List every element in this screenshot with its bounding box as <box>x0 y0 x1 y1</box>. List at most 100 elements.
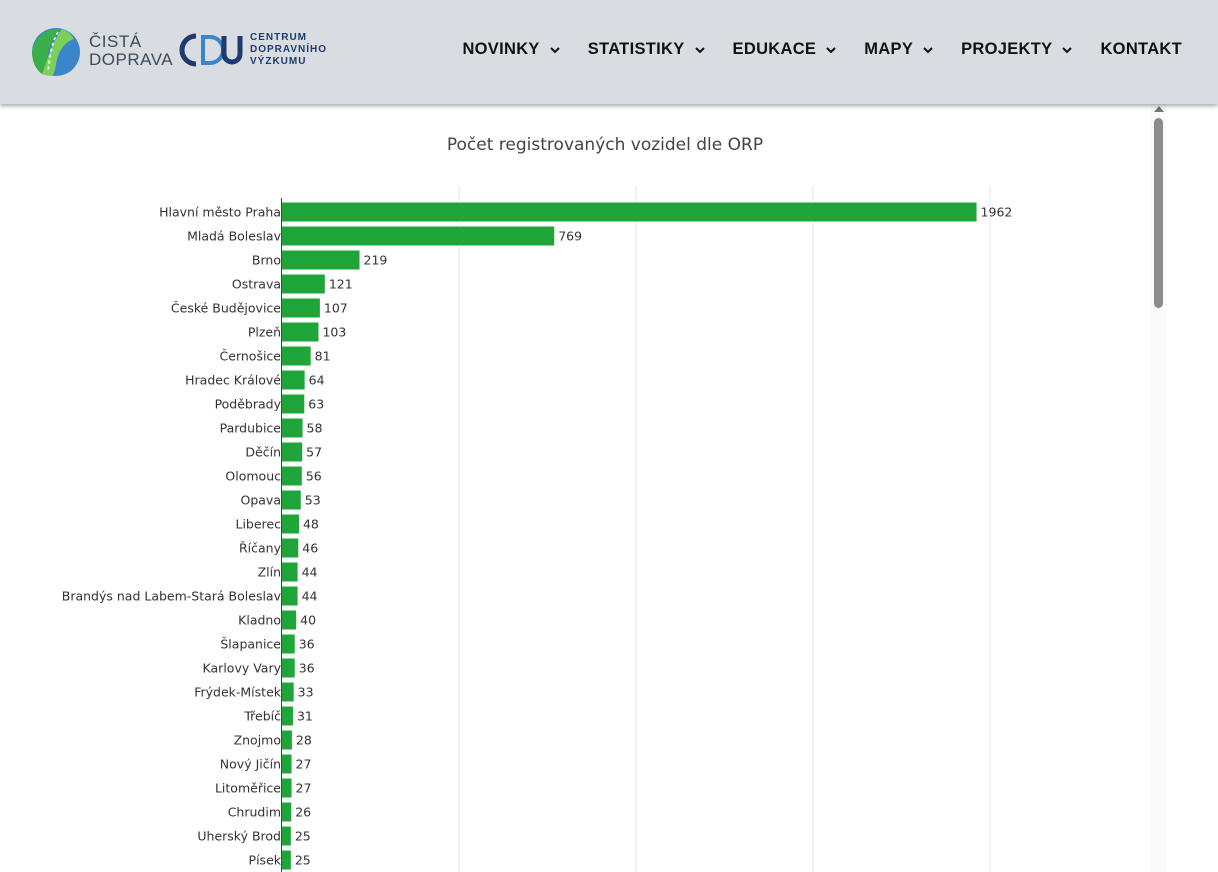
category-label: Olomouc <box>225 469 281 484</box>
bar-chart: Počet registrovaných vozidel dle ORP Hlav… <box>62 135 1012 872</box>
bar <box>282 610 297 630</box>
category-label: Třebíč <box>243 709 281 724</box>
data-label: 27 <box>296 781 312 796</box>
data-label: 53 <box>305 493 321 508</box>
category-label: Děčín <box>245 445 281 460</box>
logo-text-line: ČISTÁ <box>89 32 142 51</box>
category-label: Pardubice <box>220 421 282 436</box>
category-label: Kladno <box>238 613 281 628</box>
cista-doprava-logo-text[interactable]: ČISTÁ DOPRAVA <box>89 33 173 69</box>
bar <box>282 754 292 774</box>
cdv-logo-text[interactable]: CENTRUM DOPRAVNÍHO VÝZKUMU <box>250 32 327 68</box>
site-header: ČISTÁ DOPRAVA CENTRUM DOPRAVNÍHO VÝZKUMU… <box>0 0 1218 104</box>
data-label: 25 <box>295 853 311 868</box>
category-label: Opava <box>241 493 282 508</box>
category-label: Říčany <box>239 541 282 556</box>
category-label: Znojmo <box>234 733 281 748</box>
nav-label: MAPY <box>864 40 914 58</box>
cista-doprava-logo-icon[interactable] <box>28 26 82 78</box>
scrollbar-thumb[interactable] <box>1154 118 1163 308</box>
category-label: Uherský Brod <box>197 829 281 844</box>
data-label: 63 <box>308 397 324 412</box>
data-label: 36 <box>299 637 315 652</box>
bar <box>282 226 555 246</box>
category-label: Hlavní město Praha <box>159 205 281 220</box>
nav-label: EDUKACE <box>732 40 817 58</box>
bar <box>282 322 319 342</box>
nav-item-edukace[interactable]: EDUKACE <box>733 40 837 59</box>
nav-item-statistiky[interactable]: STATISTIKY <box>588 40 705 59</box>
category-label: Litoměřice <box>215 781 281 796</box>
data-label: 40 <box>300 613 316 628</box>
nav-item-kontakt[interactable]: KONTAKT <box>1100 40 1182 59</box>
bar <box>282 298 320 318</box>
bar <box>282 562 298 582</box>
category-label: Hradec Králové <box>185 373 281 388</box>
data-label: 26 <box>295 805 311 820</box>
bar <box>282 658 295 678</box>
data-label: 44 <box>302 565 318 580</box>
bar <box>282 490 301 510</box>
data-label: 58 <box>307 421 323 436</box>
category-label: Karlovy Vary <box>203 661 282 676</box>
data-label: 31 <box>297 709 313 724</box>
chevron-down-icon <box>923 46 933 53</box>
bar <box>282 706 293 726</box>
cdv-logo-icon[interactable] <box>178 32 246 68</box>
data-label: 219 <box>364 253 388 268</box>
category-label: Nový Jičín <box>220 757 281 772</box>
bar <box>282 634 295 654</box>
nav-label: STATISTIKY <box>587 40 685 58</box>
main-nav: NOVINKY STATISTIKY EDUKACE MAPY PROJEKTY… <box>462 40 1182 59</box>
nav-item-novinky[interactable]: NOVINKY <box>462 40 560 59</box>
category-label: Plzeň <box>248 325 281 340</box>
data-label: 769 <box>558 229 582 244</box>
category-label: Frýdek-Místek <box>194 685 282 700</box>
bar <box>282 202 977 222</box>
category-label: Mladá Boleslav <box>187 229 282 244</box>
bar <box>282 418 303 438</box>
data-label: 64 <box>309 373 325 388</box>
data-label: 36 <box>299 661 315 676</box>
chevron-down-icon <box>1062 46 1073 53</box>
bar <box>282 250 360 270</box>
bar <box>282 730 292 750</box>
nav-item-mapy[interactable]: MAPY <box>864 40 933 59</box>
logo-text-line: CENTRUM <box>250 32 307 43</box>
data-label: 28 <box>296 733 312 748</box>
logo-text-line: DOPRAVA <box>89 50 174 69</box>
category-label: Brandýs nad Labem-Stará Boleslav <box>62 589 282 604</box>
data-label: 121 <box>329 277 353 292</box>
data-label: 44 <box>302 589 318 604</box>
data-label: 81 <box>315 349 331 364</box>
data-label: 46 <box>302 541 318 556</box>
category-label: Šlapanice <box>220 637 281 652</box>
data-label: 57 <box>306 445 322 460</box>
bar <box>282 394 305 414</box>
category-label: Chrudim <box>228 805 281 820</box>
bar <box>282 778 292 798</box>
bar <box>282 274 325 294</box>
nav-label: KONTAKT <box>1100 40 1182 58</box>
chevron-down-icon <box>826 46 836 53</box>
category-label: České Budějovice <box>171 301 281 316</box>
scrollbar[interactable] <box>1150 104 1166 872</box>
data-label: 56 <box>306 469 322 484</box>
bar <box>282 370 305 390</box>
bar <box>282 850 291 870</box>
bar <box>282 442 303 462</box>
data-label: 107 <box>324 301 348 316</box>
category-label: Poděbrady <box>215 397 282 412</box>
nav-item-projekty[interactable]: PROJEKTY <box>961 40 1073 59</box>
bar <box>282 538 299 558</box>
bar <box>282 682 294 702</box>
logo-text-line: VÝZKUMU <box>250 56 307 67</box>
chart-title: Počet registrovaných vozidel dle ORP <box>447 135 763 155</box>
category-label: Černošice <box>220 349 282 364</box>
data-label: 48 <box>303 517 319 532</box>
category-label: Písek <box>249 853 282 868</box>
data-label: 25 <box>295 829 311 844</box>
bar <box>282 586 298 606</box>
data-label: 103 <box>322 325 346 340</box>
scroll-up-arrow-icon[interactable] <box>1154 106 1164 112</box>
